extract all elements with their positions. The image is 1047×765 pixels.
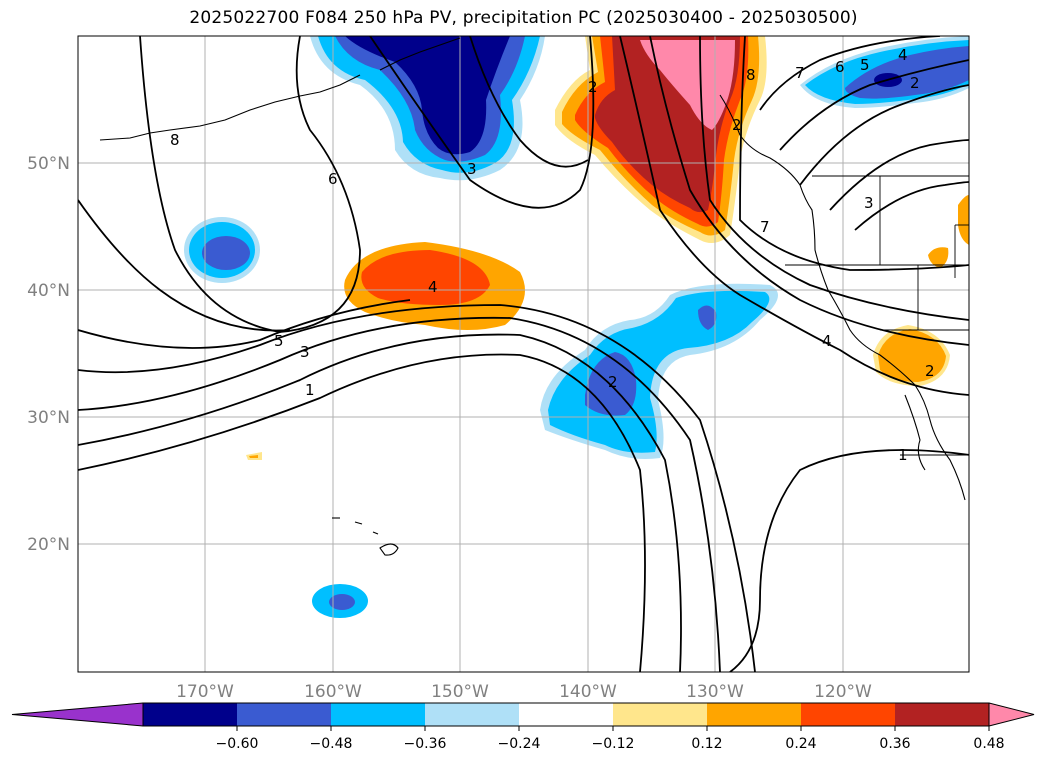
contour-label: 7 <box>760 218 770 236</box>
contour-label: 5 <box>860 56 870 74</box>
lon-label: 150°W <box>431 682 489 702</box>
lat-label: 40°N <box>27 281 70 301</box>
longitude-labels: 170°W 160°W 150°W 140°W 130°W 120°W <box>176 682 872 702</box>
contour-label: 8 <box>746 66 756 84</box>
contour-label: 1 <box>305 381 315 399</box>
contour-label: 2 <box>732 116 742 134</box>
colorbar-tick-label: 0.36 <box>879 736 910 752</box>
lat-label: 30°N <box>27 408 70 428</box>
borders <box>785 175 969 456</box>
contour-label: 3 <box>300 343 310 361</box>
lat-label: 20°N <box>27 535 70 555</box>
colorbar-segment <box>519 703 614 726</box>
contour-label: 3 <box>467 160 477 178</box>
colorbar-segment <box>895 703 990 726</box>
map-frame <box>77 35 970 673</box>
lat-label: 50°N <box>27 154 70 174</box>
colorbar-lower-extension-outline <box>11 702 144 727</box>
contour-label-group: 1 3 5 6 4 2 3 2 1 7 8 2 7 6 5 4 2 3 4 2 … <box>170 46 935 464</box>
contour-label: 1 <box>898 446 908 464</box>
colorbar-lower-extension <box>12 703 143 726</box>
lon-label: 170°W <box>176 682 234 702</box>
contour-label: 4 <box>898 46 908 64</box>
contour-label: 4 <box>822 332 832 350</box>
colorbar-segment <box>143 703 238 726</box>
colorbar-tick-label: −0.36 <box>404 736 447 752</box>
colorbar-frame <box>142 702 990 727</box>
contour-label: 6 <box>835 58 845 76</box>
colorbar-tick-label: −0.60 <box>216 736 259 752</box>
map-title: 2025022700 F084 250 hPa PV, precipitatio… <box>189 8 858 28</box>
colorbar-segment <box>237 703 332 726</box>
lon-label: 130°W <box>686 682 744 702</box>
contour-label: 7 <box>795 64 805 82</box>
lon-label: 160°W <box>304 682 362 702</box>
colorbar-upper-extension-outline <box>988 702 1035 727</box>
contour-label: 3 <box>864 194 874 212</box>
colorbar-segment <box>425 703 520 726</box>
colorbar-tick-label: 0.48 <box>973 736 1004 752</box>
colorbar-tick-label: 0.24 <box>785 736 816 752</box>
graticule <box>78 36 969 672</box>
contour-label: 2 <box>910 74 920 92</box>
contour-label: 2 <box>608 373 618 391</box>
colorbar-segment <box>613 703 708 726</box>
colorbar-tick-label: 0.12 <box>691 736 722 752</box>
contour-label: 4 <box>428 278 438 296</box>
contour-label: 8 <box>170 131 180 149</box>
colorbar-tick-label: −0.48 <box>310 736 353 752</box>
latitude-labels: 50°N 40°N 30°N 20°N <box>27 154 70 555</box>
contour-label: 2 <box>925 362 935 380</box>
contour-label: 5 <box>274 332 284 350</box>
pv-contours <box>78 36 969 672</box>
map-area: 1 3 5 6 4 2 3 2 1 7 8 2 7 6 5 4 2 3 4 2 … <box>78 36 969 672</box>
precipitation-shading <box>184 36 969 618</box>
colorbar-tick-label: −0.24 <box>498 736 541 752</box>
lon-label: 120°W <box>814 682 872 702</box>
lon-label: 140°W <box>559 682 617 702</box>
coastlines <box>99 37 966 556</box>
colorbar-segment <box>331 703 426 726</box>
contour-label: 6 <box>328 170 338 188</box>
colorbar-upper-extension <box>989 703 1034 726</box>
colorbar-segment <box>801 703 896 726</box>
contour-label: 2 <box>588 78 598 96</box>
colorbar-segment <box>707 703 802 726</box>
colorbar-tick-label: −0.12 <box>592 736 635 752</box>
colorbar: −0.60 −0.48 −0.36 −0.24 −0.12 0.12 0.24 0.36 0.4… <box>11 702 1035 752</box>
